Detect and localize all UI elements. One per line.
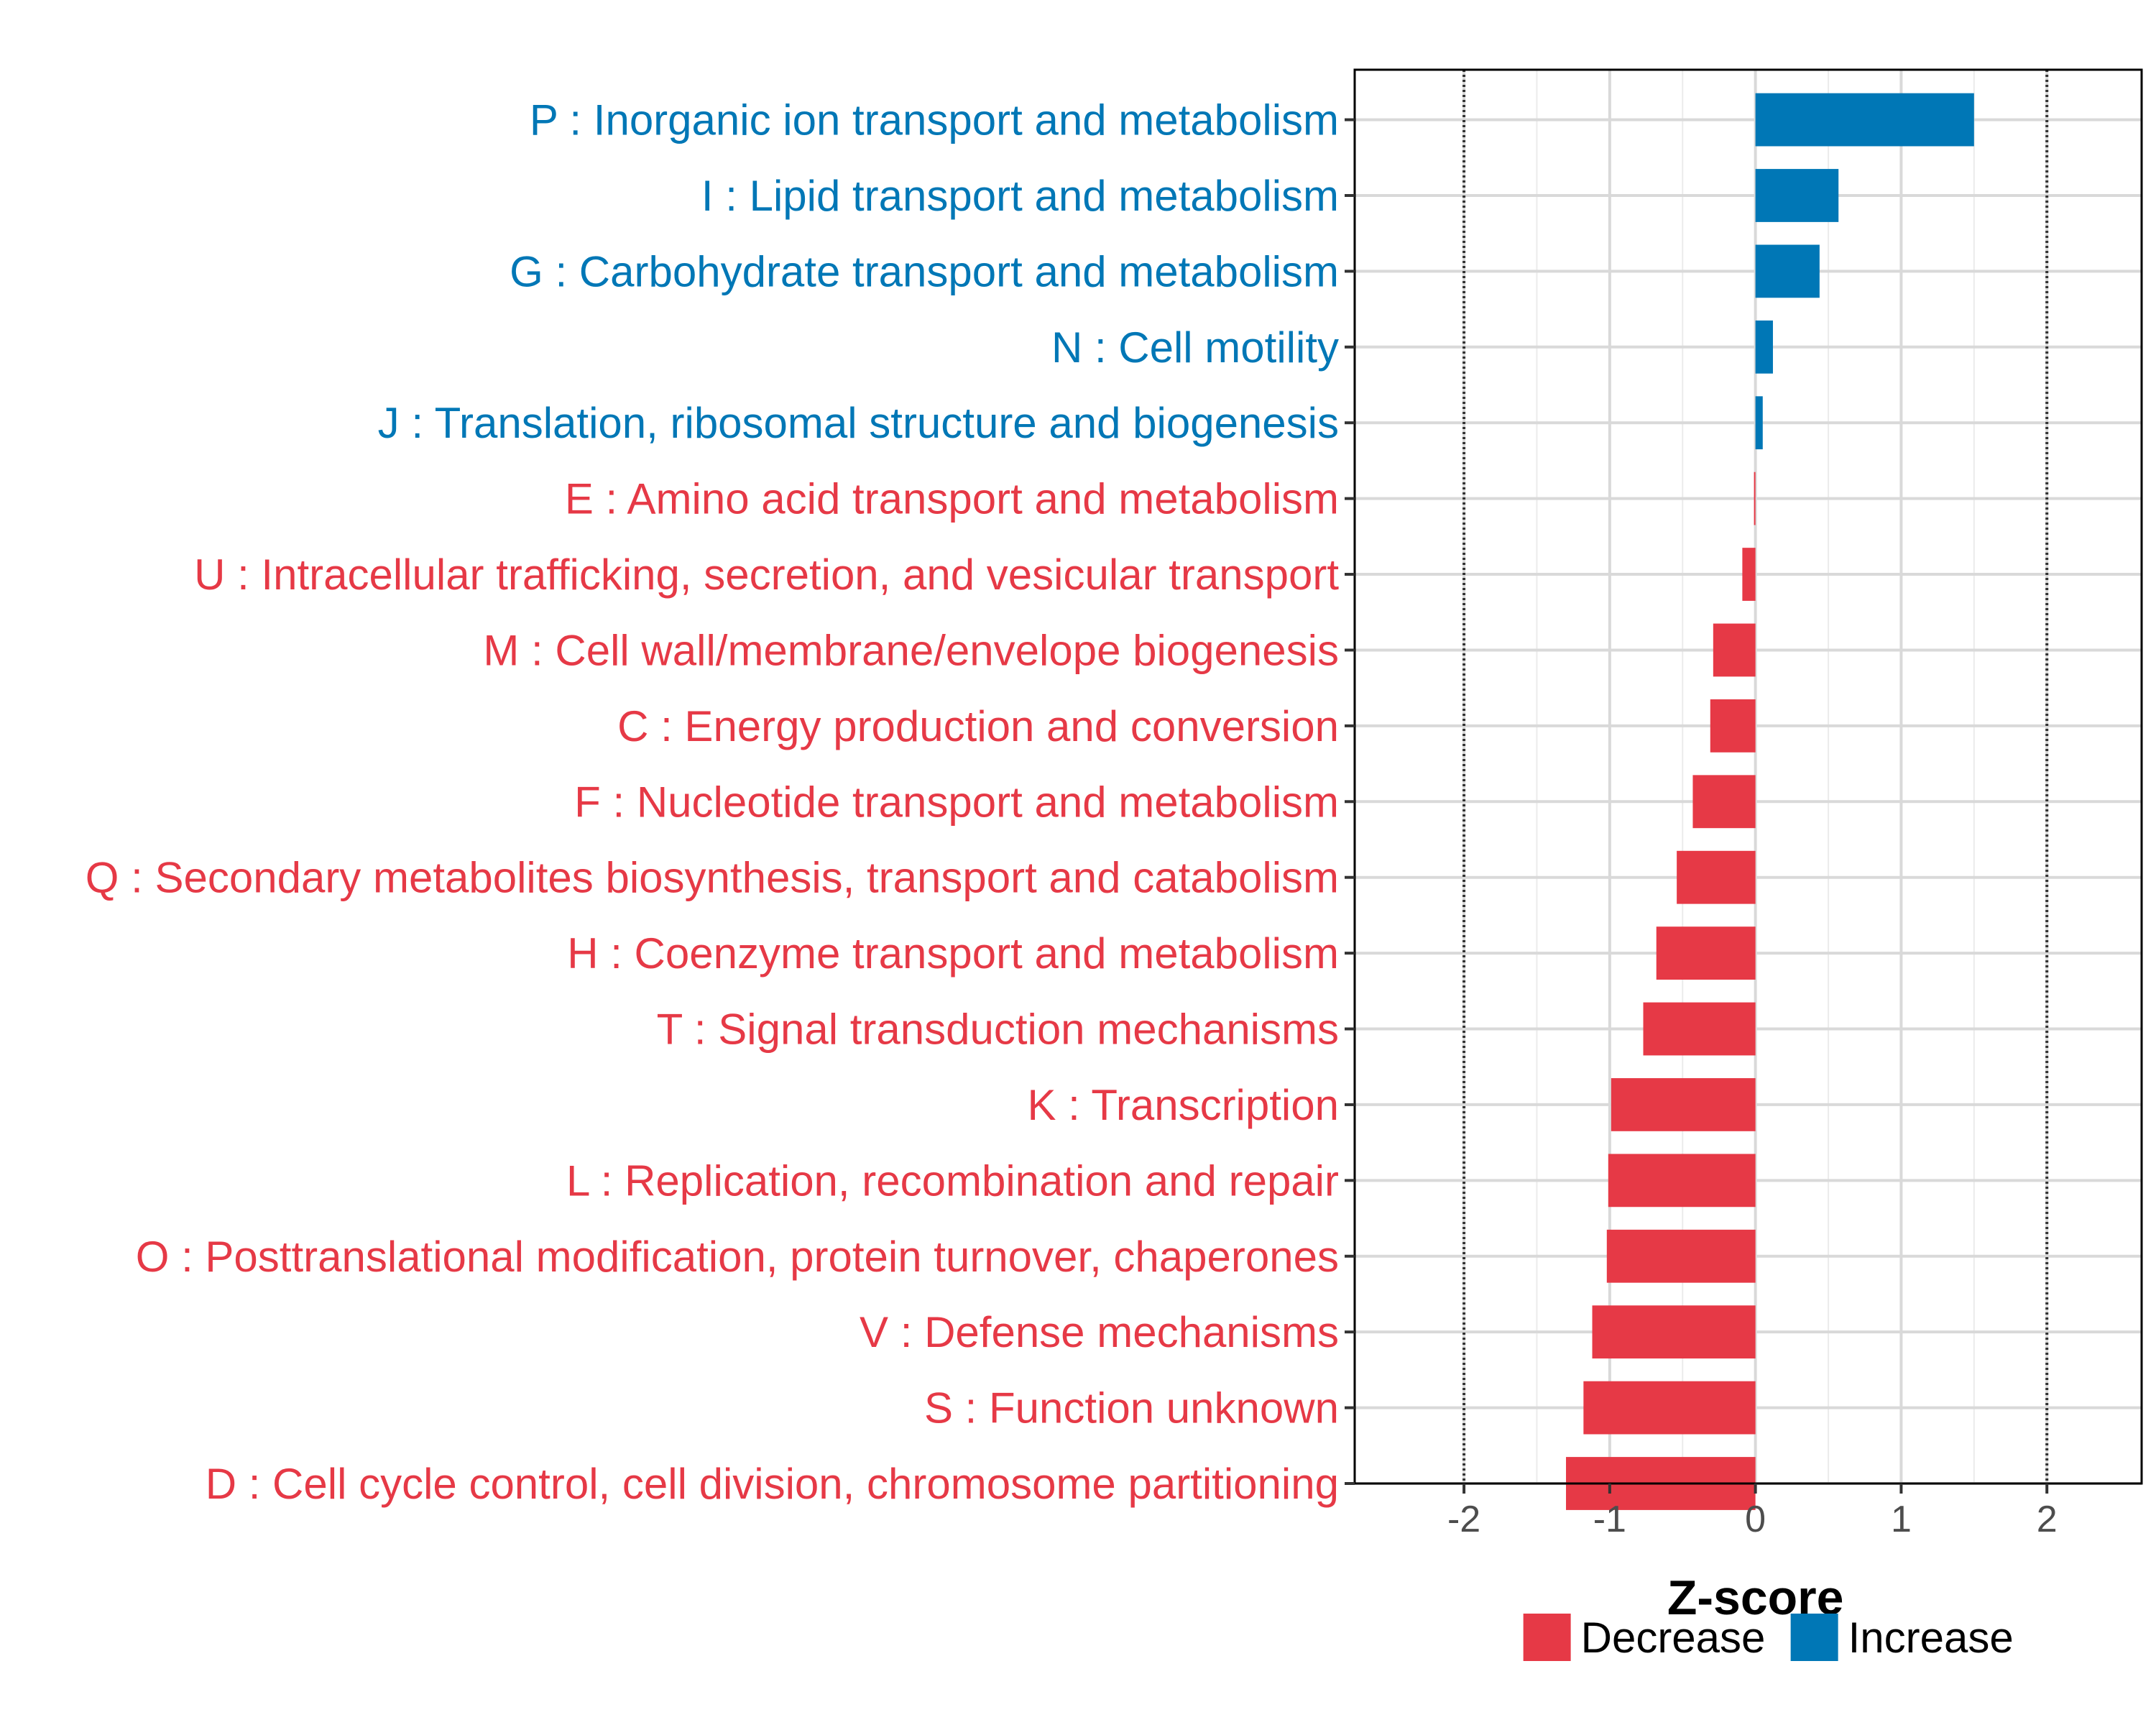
legend-label-increase: Increase	[1848, 1614, 2014, 1662]
category-label: T : Signal transduction mechanisms	[657, 1006, 1339, 1054]
x-tick-label: 1	[1891, 1499, 1912, 1540]
y-axis-ticks	[1345, 118, 1355, 1485]
x-tick-label: -2	[1447, 1499, 1480, 1540]
bar	[1692, 775, 1756, 829]
y-axis-labels: P : Inorganic ion transport and metaboli…	[86, 96, 1340, 1508]
bar	[1643, 1002, 1756, 1056]
bar	[1742, 548, 1756, 601]
category-label: J : Translation, ribosomal structure and…	[378, 399, 1339, 447]
category-label: D : Cell cycle control, cell division, c…	[206, 1460, 1339, 1508]
category-label: O : Posttranslational modification, prot…	[136, 1233, 1339, 1281]
x-tick-label: 0	[1745, 1499, 1766, 1540]
x-tick-label: -1	[1593, 1499, 1626, 1540]
bar	[1656, 926, 1756, 980]
bar	[1583, 1381, 1756, 1435]
category-label: S : Function unknown	[924, 1384, 1339, 1432]
category-label: G : Carbohydrate transport and metabolis…	[510, 247, 1339, 295]
legend: Decrease Increase	[1523, 1614, 2014, 1662]
x-axis-labels: -2 -1 0 1 2	[1447, 1499, 2058, 1540]
category-label: M : Cell wall/membrane/envelope biogenes…	[483, 626, 1339, 674]
bar	[1606, 1229, 1756, 1283]
bar	[1754, 472, 1756, 525]
bar	[1710, 699, 1756, 753]
bar	[1611, 1078, 1756, 1131]
bar	[1713, 623, 1756, 677]
bar	[1755, 93, 1974, 147]
category-label: L : Replication, recombination and repai…	[566, 1156, 1339, 1205]
category-label: U : Intracellular trafficking, secretion…	[194, 551, 1339, 599]
category-label: N : Cell motility	[1051, 323, 1339, 372]
bar	[1755, 320, 1773, 374]
legend-label-decrease: Decrease	[1581, 1614, 1766, 1662]
bar	[1755, 396, 1763, 450]
bar	[1755, 169, 1839, 222]
plot-panel-border	[1353, 68, 2143, 1485]
category-label: V : Defense mechanisms	[860, 1308, 1339, 1356]
legend-key-decrease	[1523, 1614, 1571, 1661]
legend-key-increase	[1790, 1614, 1838, 1661]
x-tick-label: 2	[2037, 1499, 2058, 1540]
category-label: K : Transcription	[1027, 1081, 1339, 1129]
bar	[1608, 1154, 1756, 1208]
x-axis-ticks	[1462, 1484, 2049, 1494]
bar	[1677, 850, 1756, 904]
bar	[1755, 244, 1820, 298]
category-label: C : Energy production and conversion	[617, 702, 1339, 750]
category-label: E : Amino acid transport and metabolism	[565, 475, 1339, 523]
category-label: H : Coenzyme transport and metabolism	[567, 929, 1339, 978]
bar	[1592, 1305, 1756, 1359]
category-label: P : Inorganic ion transport and metaboli…	[530, 96, 1339, 144]
reference-lines	[1462, 70, 2049, 1484]
bars	[1566, 93, 1974, 1510]
category-label: F : Nucleotide transport and metabolism	[574, 778, 1339, 826]
category-label: I : Lipid transport and metabolism	[701, 172, 1339, 220]
category-label: Q : Secondary metabolites biosynthesis, …	[86, 854, 1339, 902]
